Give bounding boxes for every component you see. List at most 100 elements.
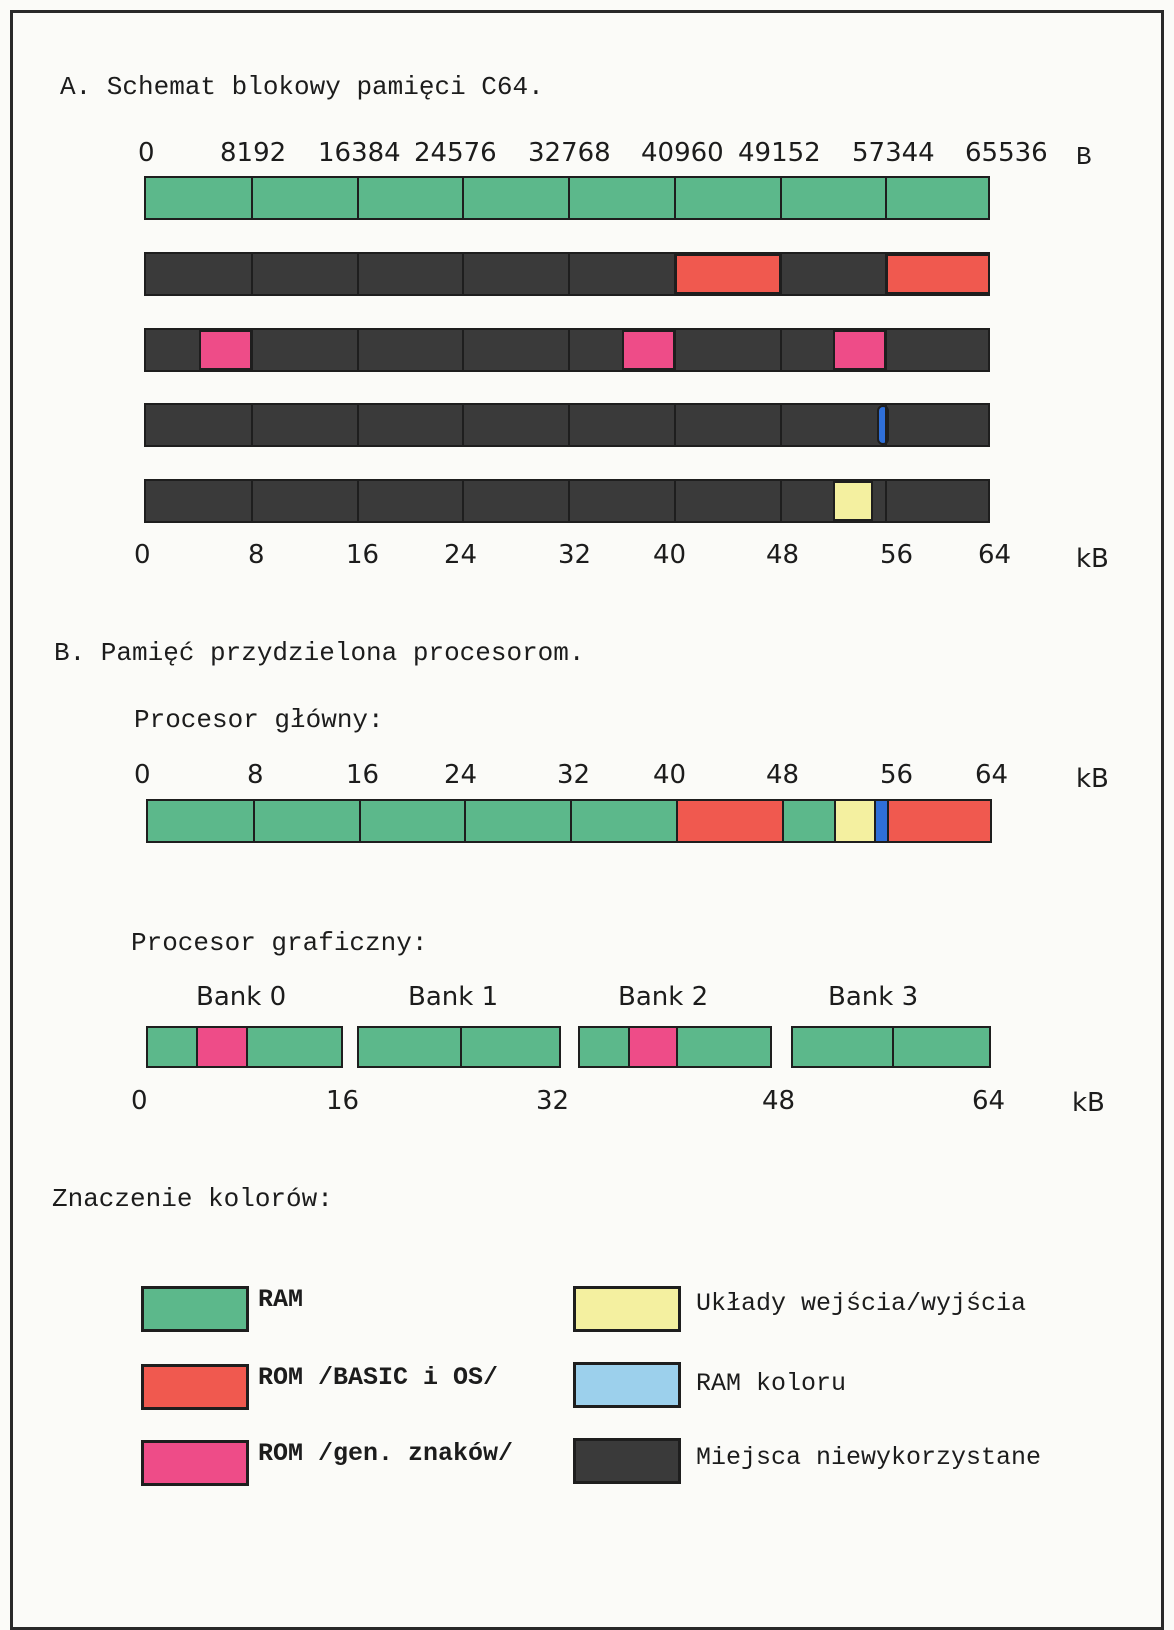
main-tick-64: 64 [975,760,1009,790]
main-segment-color_ram-55 [875,801,889,841]
bank-label-3: Bank 3 [828,982,919,1012]
bank-divider-4 [196,1028,199,1066]
section-a-byte-unit: B [1076,142,1092,172]
main-divider-8 [252,801,255,841]
legend-swatch-unused [573,1438,681,1484]
divider-24kb [462,178,465,218]
bank-bar-3 [791,1026,991,1068]
bank-segment-ram-32 [580,1028,629,1066]
bank-segment-ram-56 [893,1028,989,1066]
divider-56kb [885,254,888,294]
main-divider-40 [675,801,678,841]
kb-tick-8: 8 [248,540,265,570]
section-a-kb-unit: kB [1076,544,1109,574]
main-divider-56 [887,801,890,841]
divider-16kb [356,254,359,294]
main-tick-32: 32 [557,760,591,790]
gpu-tick-32: 32 [536,1086,570,1116]
main-tick-48: 48 [766,760,800,790]
divider-16kb [356,405,359,445]
gpu-tick-0: 0 [131,1086,148,1116]
section-a-title: A. Schemat blokowy pamięci C64. [60,72,544,102]
gpu-tick-16: 16 [326,1086,360,1116]
legend-label-io: Układy wejścia/wyjścia [696,1289,1027,1318]
main-cpu-label: Procesor główny: [134,705,384,735]
bank-divider-24 [460,1028,462,1066]
bank-segment-rom_char_gen-4 [197,1028,247,1066]
byte-tick-40960: 40960 [641,138,724,168]
byte-tick-0: 0 [138,138,155,168]
memory-row-rom_basic_os [144,252,990,296]
legend-swatch-rom_char_gen [141,1440,249,1486]
gpu-tick-64: 64 [972,1086,1006,1116]
divider-40kb [673,178,676,218]
bank-divider-56 [892,1028,894,1066]
block-rom_char_gen-4-8 [198,330,252,370]
main-divider-32 [570,801,572,841]
main-divider-48 [781,801,784,841]
legend-title: Znaczenie kolorów: [52,1184,333,1214]
main-segment-rom_basic_os-40 [676,801,783,841]
byte-tick-32768: 32768 [528,138,611,168]
block-io-52-55 [833,481,874,521]
bank-segment-ram-48 [793,1028,893,1066]
legend-swatch-ram [141,1286,249,1332]
divider-16kb [356,330,359,370]
bank-bar-0 [146,1026,343,1068]
block-ram-0-64 [146,178,988,218]
divider-56kb [885,405,888,445]
main-tick-40: 40 [653,760,687,790]
bank-label-2: Bank 2 [618,982,709,1012]
divider-32kb [568,178,570,218]
main-cpu-bar [146,799,992,843]
divider-40kb [673,405,676,445]
bank-segment-ram-8 [246,1028,341,1066]
divider-24kb [462,481,465,521]
legend-label-color_ram: RAM koloru [696,1369,847,1398]
legend-label-rom_char_gen: ROM /gen. znaków/ [258,1439,514,1468]
section-b-title: B. Pamięć przydzielona procesorom. [54,638,585,668]
gpu-tick-48: 48 [762,1086,796,1116]
bank-segment-ram-16 [359,1028,461,1066]
gpu-label: Procesor graficzny: [131,928,428,958]
main-segment-ram-0 [148,801,677,841]
legend-swatch-rom_basic_os [141,1364,249,1410]
main-segment-io-52 [835,801,876,841]
main-divider-24 [464,801,467,841]
legend-label-unused: Miejsca niewykorzystane [696,1443,1042,1472]
main-divider-55 [874,801,877,841]
legend-swatch-color_ram [573,1362,681,1408]
divider-24kb [462,254,465,294]
main-tick-24: 24 [444,760,478,790]
bank-bar-2 [578,1026,772,1068]
main-divider-52 [834,801,837,841]
block-rom_char_gen-36-40 [621,330,675,370]
kb-tick-40: 40 [653,540,687,570]
divider-40kb [673,330,676,370]
divider-16kb [356,178,359,218]
memory-row-ram [144,176,990,220]
divider-32kb [568,254,570,294]
main-segment-rom_basic_os-56 [888,801,990,841]
divider-48kb [779,405,782,445]
divider-24kb [462,330,465,370]
divider-56kb [885,178,888,218]
divider-32kb [568,405,570,445]
divider-56kb [885,481,888,521]
divider-24kb [462,405,465,445]
memory-row-color_ram [144,403,990,447]
divider-48kb [779,178,782,218]
kb-tick-48: 48 [766,540,800,570]
divider-48kb [779,254,782,294]
bank-label-0: Bank 0 [196,982,287,1012]
kb-tick-32: 32 [558,540,592,570]
divider-8kb [250,405,253,445]
main-segment-ram-48 [782,801,836,841]
byte-tick-16384: 16384 [318,138,401,168]
byte-tick-8192: 8192 [220,138,287,168]
legend-label-rom_basic_os: ROM /BASIC i OS/ [258,1363,499,1392]
bank-divider-36 [627,1028,630,1066]
byte-tick-57344: 57344 [852,138,935,168]
byte-tick-65536: 65536 [965,138,1048,168]
bank-segment-ram-0 [148,1028,198,1066]
